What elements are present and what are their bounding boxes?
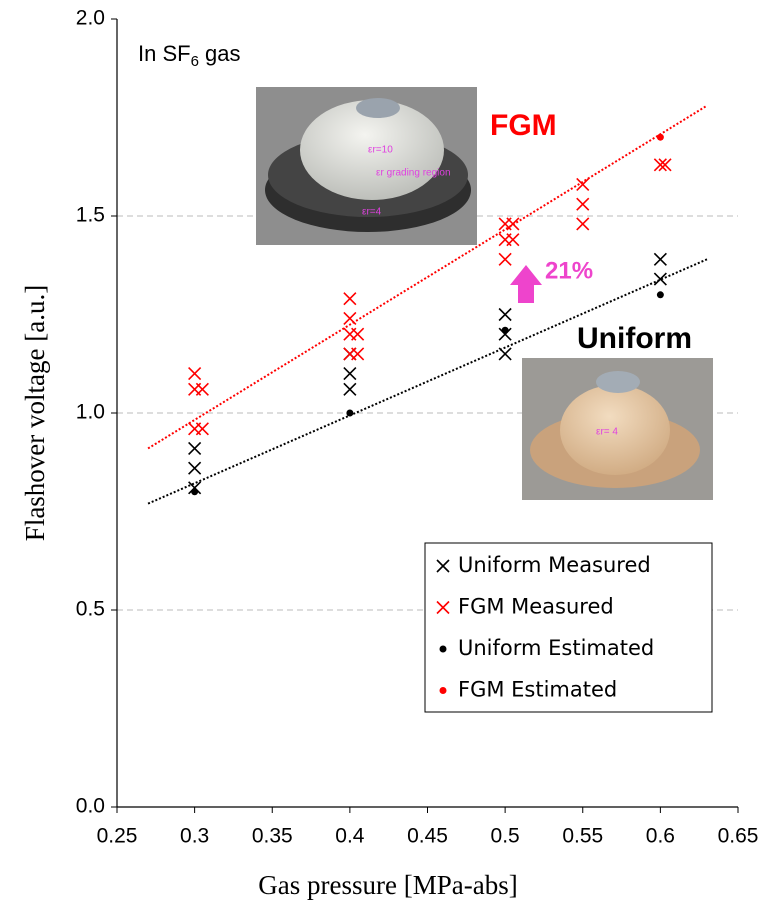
photo-label: εr=4 <box>362 207 382 218</box>
y-tick-label: 0.0 <box>76 795 105 818</box>
x-marker <box>654 253 666 265</box>
x-marker <box>499 309 511 321</box>
x-marker <box>344 312 356 324</box>
x-marker <box>352 328 364 340</box>
x-tick-label: 0.6 <box>646 825 675 848</box>
x-marker <box>499 253 511 265</box>
x-tick-label: 0.4 <box>335 825 365 848</box>
photo-label: εr grading region <box>376 168 451 179</box>
fgm-label: FGM <box>490 109 557 142</box>
x-tick-label: 0.35 <box>252 825 293 848</box>
x-marker <box>654 273 666 285</box>
legend-label: Uniform Estimated <box>458 636 654 660</box>
x-marker <box>189 442 201 454</box>
x-marker <box>577 198 589 210</box>
gas-label: In SF6 gas <box>138 41 241 70</box>
legend: Uniform Measured FGM Measured Uniform Esti… <box>425 543 712 712</box>
x-marker <box>189 462 201 474</box>
chart: εr=10 εr grading region εr=4 εr= 4 Gas p… <box>0 0 766 917</box>
x-marker <box>352 348 364 360</box>
x-marker <box>507 218 519 230</box>
y-tick-label: 2.0 <box>76 7 105 30</box>
x-tick-label: 0.45 <box>407 825 448 848</box>
x-tick-label: 0.55 <box>562 825 603 848</box>
x-marker <box>344 368 356 380</box>
y-tick-label: 1.0 <box>76 401 105 424</box>
photo-label: εr=10 <box>368 145 393 156</box>
uniform-photo: εr= 4 <box>522 358 713 500</box>
x-axis-title: Gas pressure [MPa-abs] <box>258 870 517 900</box>
x-marker <box>344 383 356 395</box>
dot-marker <box>502 327 509 334</box>
x-marker <box>577 218 589 230</box>
gas-text: gas <box>199 41 241 66</box>
gas-text: In SF <box>138 41 191 66</box>
x-tick-label: 0.25 <box>97 825 138 848</box>
y-axis-title: Flashover voltage [a.u.] <box>20 285 50 541</box>
x-tick-label: 0.65 <box>718 825 759 848</box>
x-marker <box>507 234 519 246</box>
x-marker <box>189 368 201 380</box>
x-marker <box>196 383 208 395</box>
legend-label: FGM Measured <box>458 595 614 619</box>
increase-arrow <box>510 265 542 303</box>
increase-label: 21% <box>545 257 593 284</box>
dot-marker <box>346 410 353 417</box>
dot-marker <box>657 291 664 298</box>
dot-marker <box>191 488 198 495</box>
x-tick-label: 0.5 <box>491 825 520 848</box>
fgm-photo: εr=10 εr grading region εr=4 <box>256 87 477 245</box>
legend-marker <box>440 687 447 694</box>
photo-label: εr= 4 <box>596 427 618 438</box>
legend-marker <box>440 646 447 653</box>
legend-label: Uniform Measured <box>458 553 651 577</box>
y-tick-label: 1.5 <box>76 204 105 227</box>
y-tick-label: 0.5 <box>76 598 105 621</box>
x-marker <box>499 348 511 360</box>
x-marker <box>344 293 356 305</box>
legend-label: FGM Estimated <box>458 678 617 702</box>
x-tick-label: 0.3 <box>180 825 209 848</box>
x-marker <box>196 423 208 435</box>
dot-marker <box>657 134 664 141</box>
gas-subscript: 6 <box>191 53 199 70</box>
uniform-label: Uniform <box>577 322 692 355</box>
